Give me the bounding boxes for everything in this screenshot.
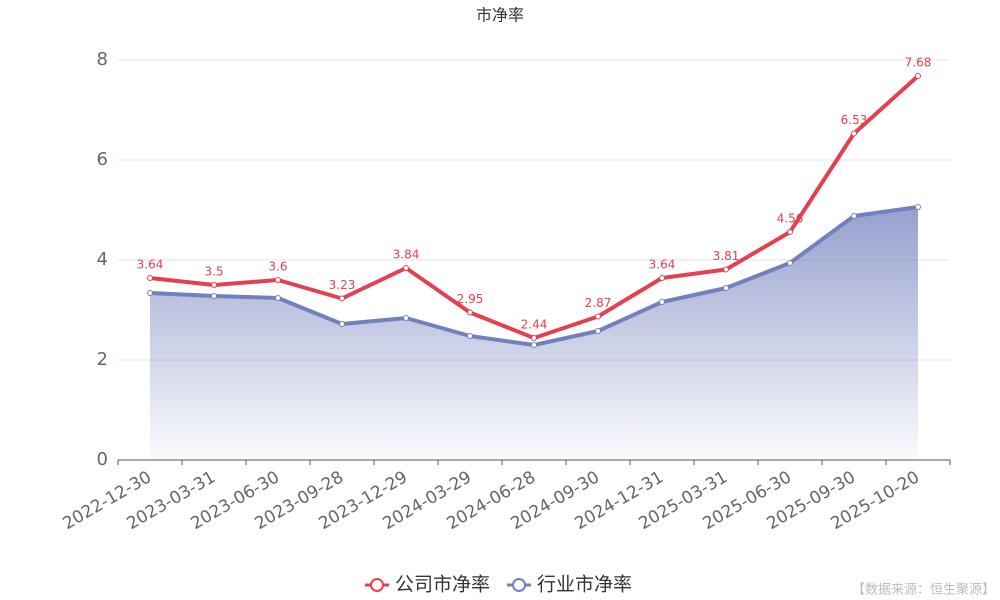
point	[211, 282, 217, 288]
y-tick-label: 2	[97, 349, 108, 370]
point	[211, 293, 217, 299]
point	[531, 342, 537, 348]
area	[150, 207, 918, 460]
data-label: 4.56	[777, 212, 804, 226]
point	[147, 275, 153, 281]
point	[659, 299, 665, 305]
point	[403, 265, 409, 271]
y-tick-label: 4	[97, 249, 108, 270]
data-label: 6.53	[841, 113, 868, 127]
data-label: 2.44	[521, 318, 548, 332]
data-label: 2.95	[457, 292, 484, 306]
chart-title: 市净率	[476, 6, 524, 25]
point	[915, 73, 921, 79]
point	[339, 321, 345, 327]
point	[787, 229, 793, 235]
point	[595, 328, 601, 334]
data-label: 3.5	[204, 265, 223, 279]
y-tick-label: 6	[97, 149, 108, 170]
point	[339, 295, 345, 302]
y-tick-label: 0	[97, 449, 108, 470]
source: 【数据来源：恒生聚源】	[852, 583, 995, 598]
point	[467, 333, 473, 339]
point	[467, 309, 473, 316]
point	[915, 204, 921, 210]
y-tick-label: 8	[97, 49, 108, 70]
point	[403, 315, 409, 321]
point	[851, 130, 857, 137]
point	[659, 275, 665, 281]
data-label: 7.68	[905, 56, 932, 70]
data-label: 3.6	[268, 260, 287, 274]
point	[595, 313, 601, 320]
legend-label: 公司市净率	[395, 574, 490, 596]
data-label: 2.87	[585, 296, 612, 310]
data-label: 3.84	[393, 248, 420, 262]
legend-icon	[370, 578, 384, 592]
data-label: 3.23	[329, 278, 356, 292]
point	[723, 285, 729, 291]
point	[147, 290, 153, 296]
point	[723, 266, 729, 273]
data-label: 3.64	[137, 258, 164, 272]
point	[275, 295, 281, 301]
legend-icon	[512, 578, 526, 592]
point	[787, 260, 793, 266]
point	[531, 335, 537, 341]
point	[275, 277, 281, 283]
data-label: 3.81	[713, 249, 740, 263]
point	[851, 213, 857, 219]
data-label: 3.64	[649, 258, 676, 272]
legend-label: 行业市净率	[537, 574, 632, 596]
